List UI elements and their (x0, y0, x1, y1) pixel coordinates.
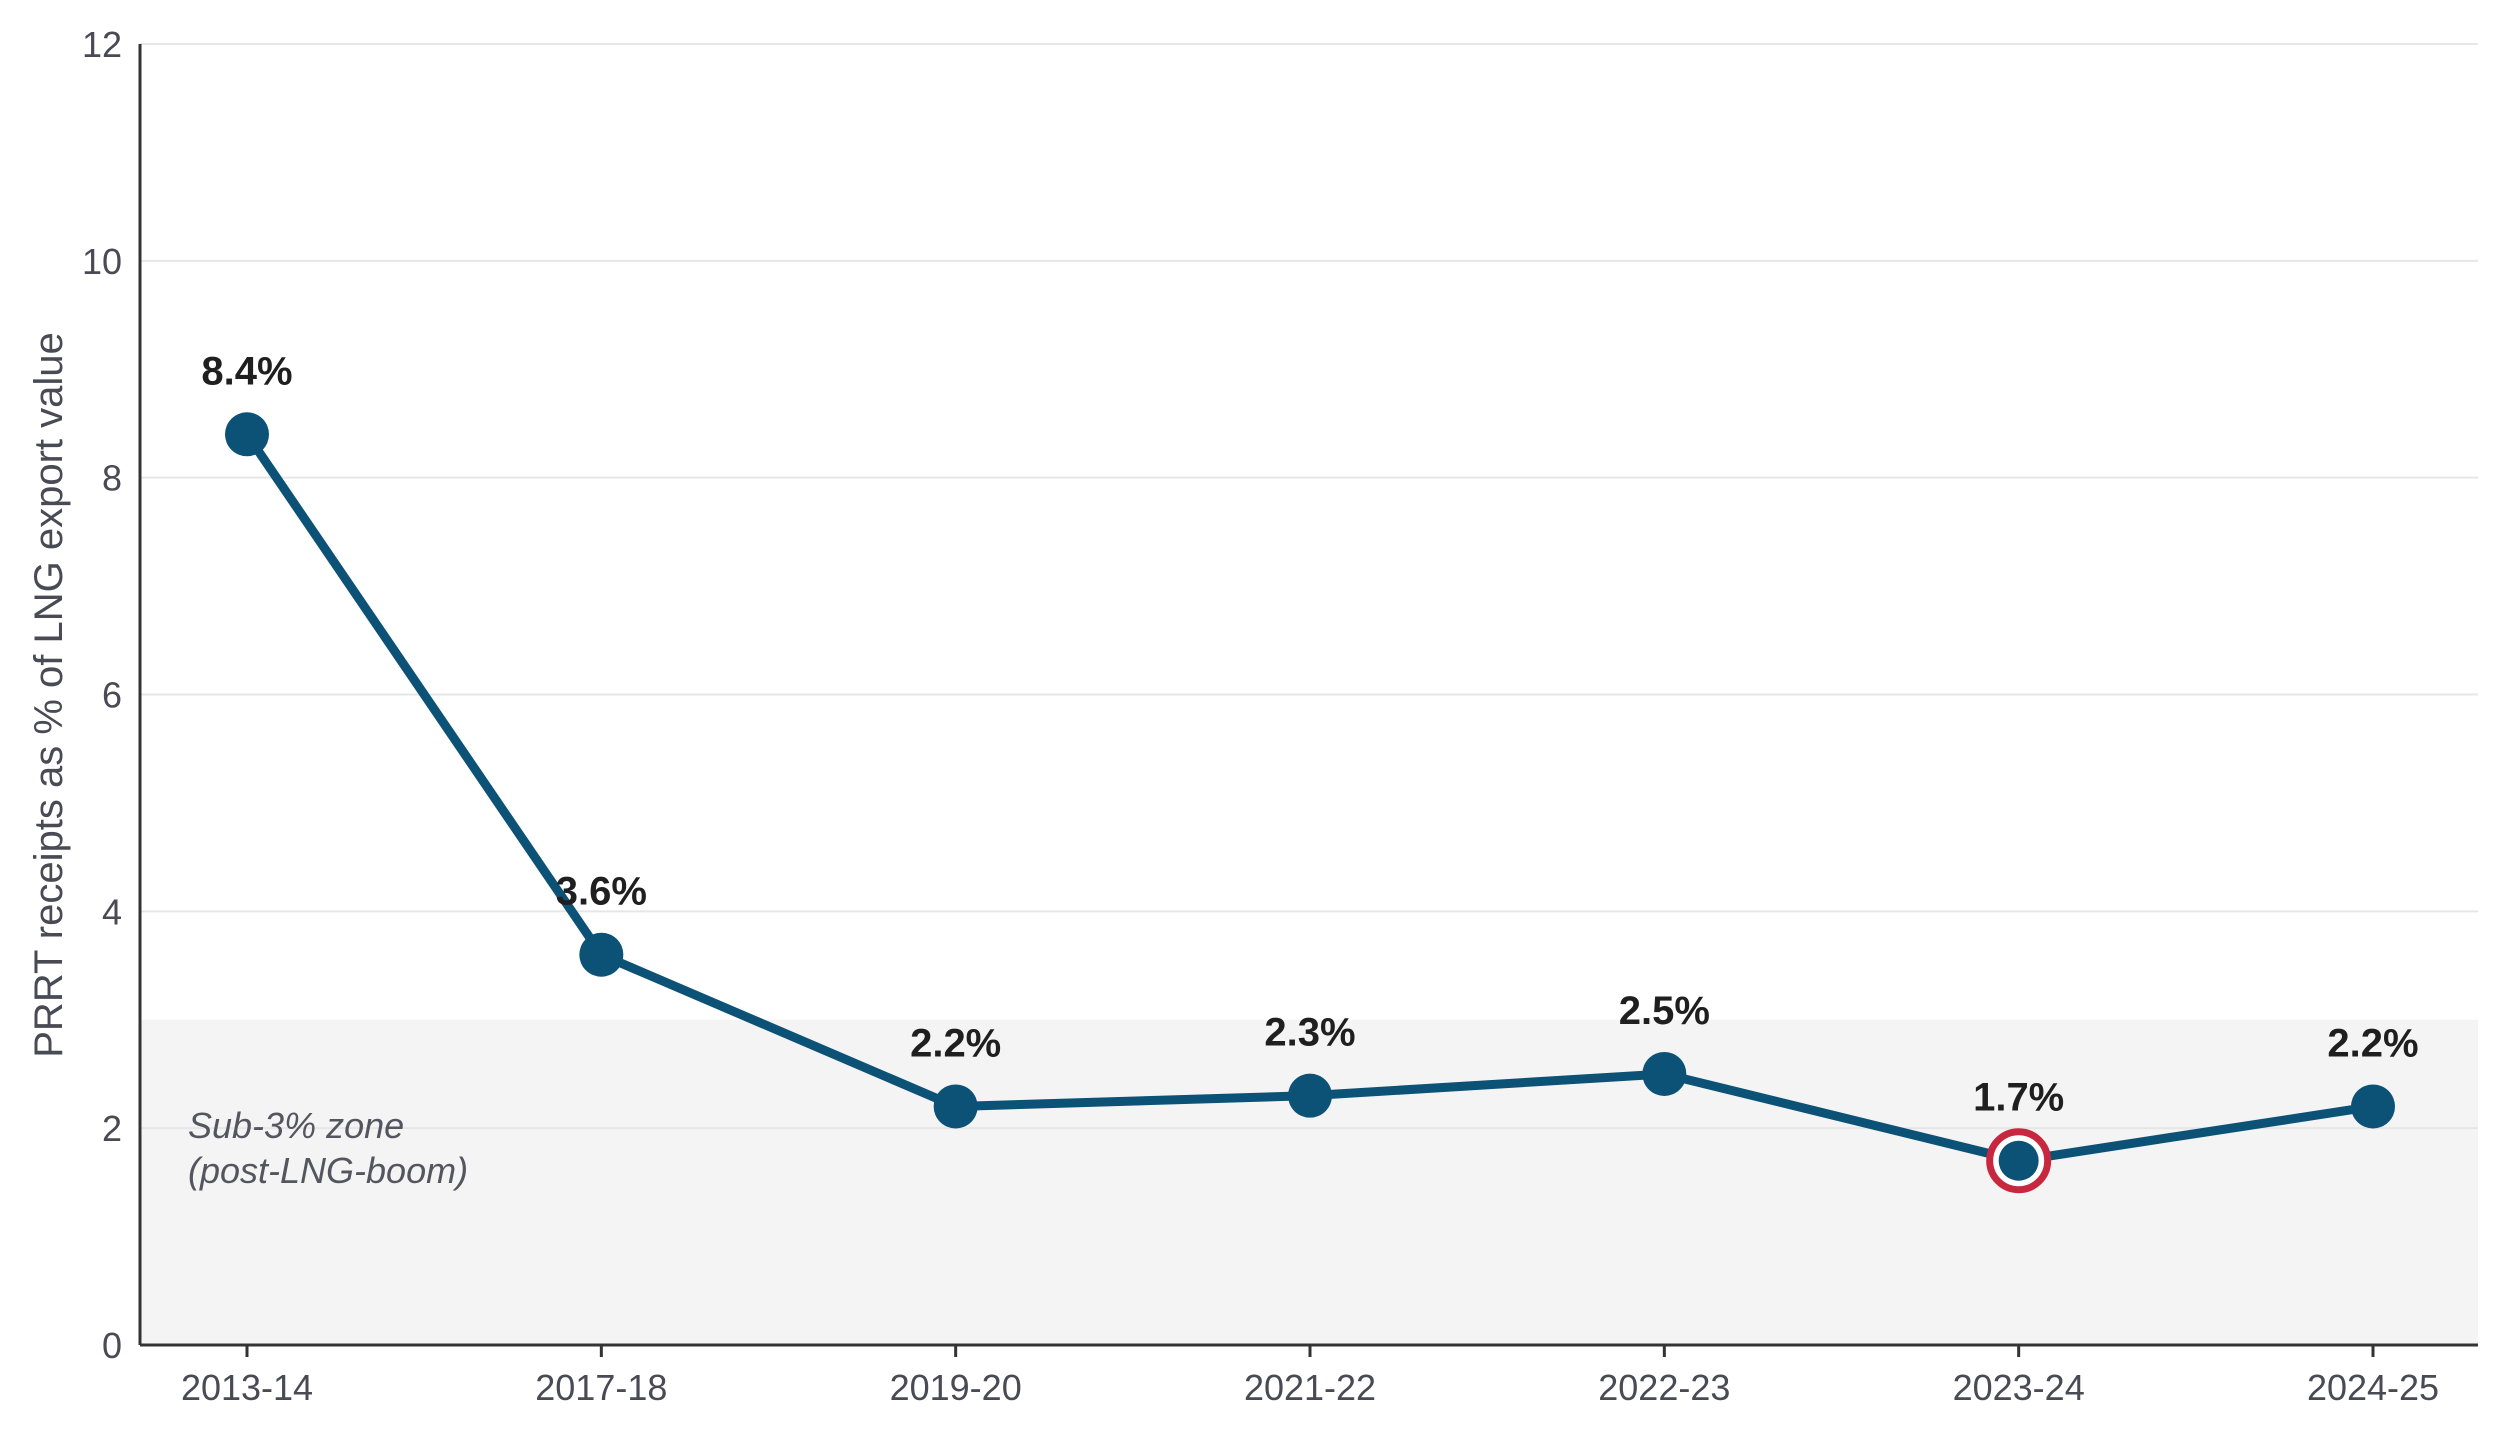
y-tick-label: 8 (102, 458, 122, 499)
y-tick-label: 2 (102, 1108, 122, 1149)
zone-label-line1: Sub-3% zone (188, 1105, 404, 1146)
zone-label-line2: (post-LNG-boom) (188, 1150, 468, 1191)
x-tick-label: 2021-22 (1244, 1367, 1376, 1408)
y-axis-title: PRRT receipts as % of LNG export value (27, 332, 71, 1058)
y-tick-label: 4 (102, 891, 122, 932)
x-tick-label: 2022-23 (1598, 1367, 1730, 1408)
shaded-band-layer (140, 1019, 2478, 1345)
data-point (933, 1084, 978, 1129)
data-point (1998, 1140, 2039, 1181)
data-label: 2.5% (1619, 989, 1710, 1033)
x-tick-label: 2023-24 (1953, 1367, 2085, 1408)
data-point (225, 412, 269, 457)
data-label: 2.2% (2327, 1021, 2418, 1065)
x-tick-label: 2017-18 (535, 1367, 667, 1408)
data-label: 2.3% (1264, 1011, 1355, 1055)
y-tick-label: 10 (82, 241, 122, 282)
gridlines (140, 43, 2478, 1130)
data-point (1288, 1073, 1332, 1118)
data-label: 2.2% (910, 1021, 1001, 1065)
data-label: 8.4% (201, 349, 292, 393)
y-tick-label: 6 (102, 675, 122, 716)
x-tick-label: 2019-20 (890, 1367, 1022, 1408)
y-tick-label: 0 (102, 1325, 122, 1366)
x-tick-label: 2024-25 (2307, 1367, 2439, 1408)
data-label: 1.7% (1973, 1076, 2064, 1120)
axes: 0 2 4 6 8 10 12 2013-14 2017-18 2019-20 2021-22 202… (82, 24, 2478, 1408)
y-tick-label: 12 (82, 24, 122, 65)
sub-3-zone-band (140, 1019, 2478, 1345)
zone-label: Sub-3% zone (post-LNG-boom) (188, 1105, 468, 1191)
series-layer (225, 412, 2395, 1194)
x-tick-label: 2013-14 (181, 1367, 313, 1408)
data-point (2351, 1084, 2395, 1129)
data-point (1642, 1051, 1687, 1096)
data-label: 3.6% (556, 870, 647, 914)
data-point (579, 932, 624, 977)
data-labels: 8.4% 3.6% 2.2% 2.3% 2.5% 1.7% 2.2% (201, 349, 2418, 1119)
